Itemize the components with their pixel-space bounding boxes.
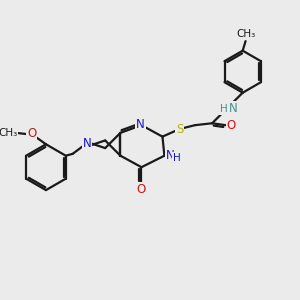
Text: O: O bbox=[27, 127, 36, 140]
Text: CH₃: CH₃ bbox=[236, 29, 255, 39]
Text: N: N bbox=[136, 118, 145, 131]
Text: O: O bbox=[137, 183, 146, 196]
Text: CH₃: CH₃ bbox=[0, 128, 17, 138]
Text: N: N bbox=[166, 149, 175, 162]
Text: O: O bbox=[226, 119, 236, 132]
Text: S: S bbox=[176, 123, 183, 136]
Text: N: N bbox=[83, 137, 92, 150]
Text: H: H bbox=[173, 153, 181, 163]
Text: H: H bbox=[220, 104, 227, 114]
Text: N: N bbox=[229, 102, 238, 116]
